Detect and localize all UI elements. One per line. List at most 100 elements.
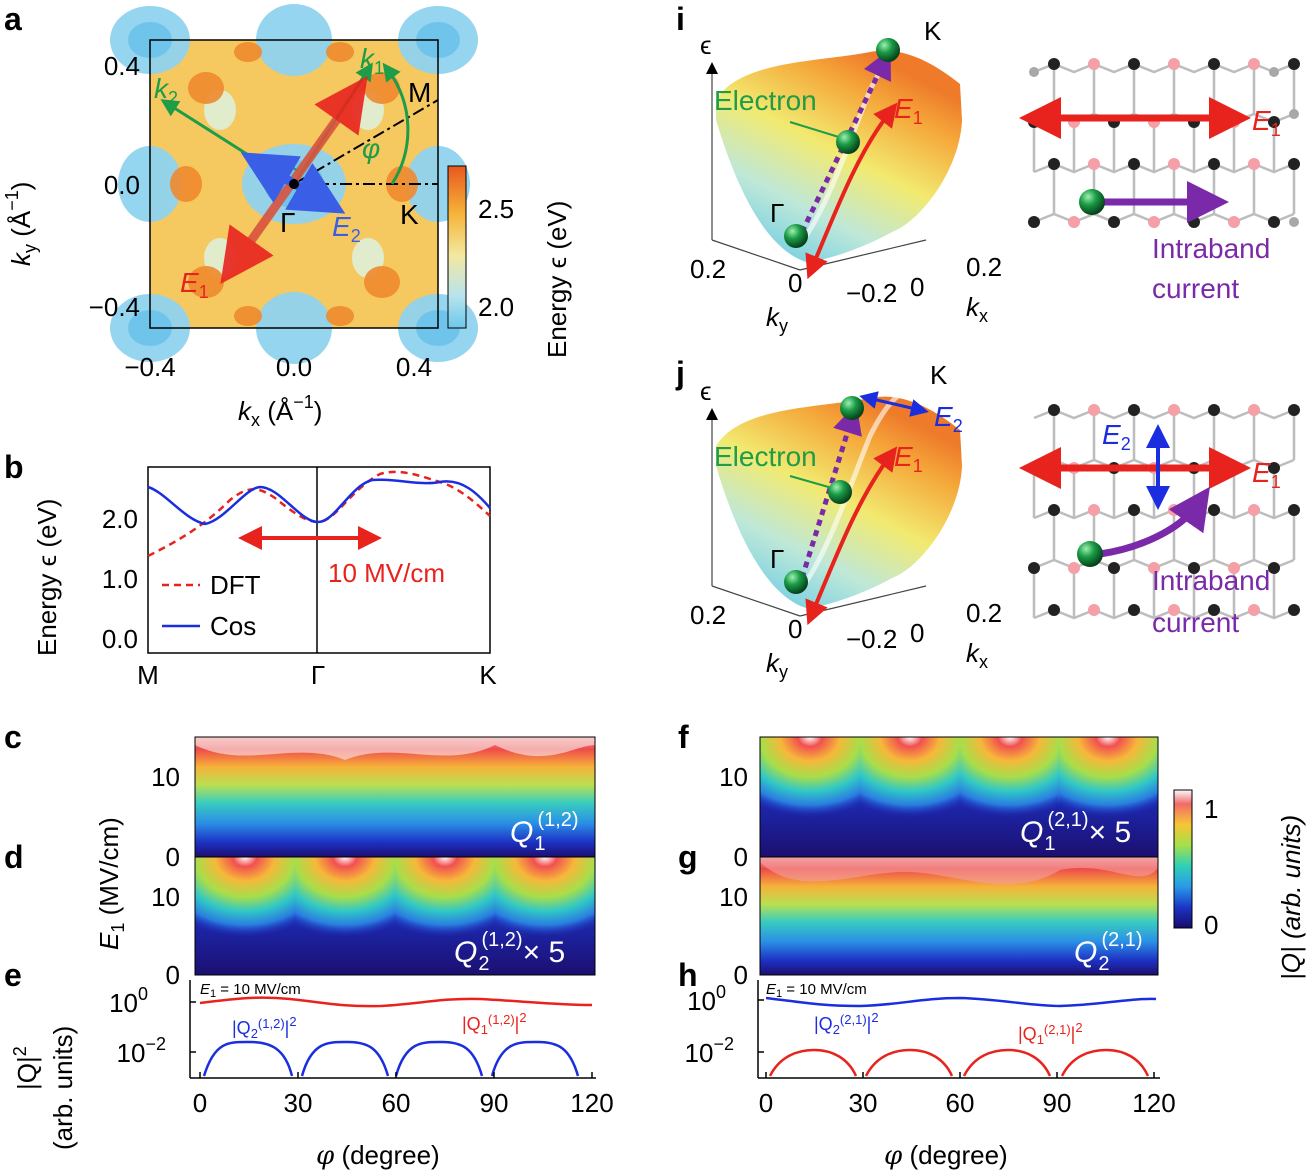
j-kx-tick-1: 0 [910, 618, 924, 648]
j-electron-bottom [784, 570, 808, 594]
i-eps-label: ϵ [700, 30, 712, 60]
e-xtick-1: 30 [284, 1088, 313, 1118]
a-xtick-0: −0.4 [124, 352, 175, 382]
panel-e-chart [189, 980, 596, 1079]
h-q1-label: |Q1(2,1)|2 [1018, 1020, 1083, 1047]
d-ytick-1: 0 [166, 960, 180, 990]
panel-i-lattice-labels: E1 Intraband current [1152, 105, 1281, 304]
i-intraband-label: Intraband [1152, 233, 1270, 264]
fgh-cbar-label: |Q| (arb. units) [1276, 815, 1306, 980]
panel-letter-e: e [4, 957, 22, 993]
panel-c-map [194, 736, 596, 858]
a-phi-label: φ [362, 133, 380, 164]
panel-j-surface [706, 391, 962, 626]
cd-ylabel: E1 (MV/cm) [94, 817, 128, 950]
f-ytick-1: 0 [734, 842, 748, 872]
fgh-cbar-tick-1: 0 [1204, 910, 1218, 940]
h-ytick-1: 10−2 [685, 1034, 734, 1068]
panel-j-labels: ϵ K Electron Γ E1 E2 0.2 0 −0.2 0 0.2 ky… [690, 360, 1002, 682]
h-xtick-0: 0 [759, 1088, 773, 1118]
b-ytick-1: 1.0 [102, 564, 138, 594]
b-legend-dft: DFT [210, 570, 261, 600]
j-ky-label: ky [766, 648, 788, 682]
a-m-label: M [408, 77, 431, 108]
b-dft-curve [147, 470, 491, 558]
f-ytick-0: 10 [719, 762, 748, 792]
i-ky-tick-1: 0 [788, 268, 802, 298]
a-ylabel: ky (Å−1) [2, 182, 40, 266]
a-k2-label: k2 [154, 73, 178, 108]
panel-fgh-colorbar: 1 0 |Q| (arb. units) [1173, 789, 1306, 980]
j-eps-label: ϵ [700, 376, 712, 406]
panel-a-colorbar: 2.5 2.0 Energy ϵ (eV) [447, 165, 572, 358]
i-kx-tick-1: 0 [910, 272, 924, 302]
h-xtick-2: 60 [946, 1088, 975, 1118]
panel-j-lattice [1019, 404, 1300, 620]
panel-a-axes: −0.4 0.0 0.4 0.4 0.0 −0.4 kx (Å−1) ky (Å… [2, 51, 432, 430]
panel-i-lattice [1019, 58, 1300, 228]
b-ytick-0: 2.0 [102, 504, 138, 534]
g-q-label: Q2(2,1) [1074, 929, 1143, 975]
i-gamma-label: Γ [770, 198, 784, 228]
f-q-label: Q1(2,1)× 5 [1020, 809, 1131, 855]
h-q2-label: |Q2(2,1)|2 [814, 1010, 879, 1037]
j-lat-e1-label: E1 [1252, 457, 1281, 492]
g-ytick-0: 10 [719, 882, 748, 912]
panel-g-map [759, 856, 1159, 976]
e-ytick-1: 10−2 [117, 1034, 166, 1068]
e-ylabel-1: |Q|2 [10, 1046, 42, 1090]
panel-fg-axes: 10 0 10 0 Q1(2,1)× 5 Q2(2,1) [719, 762, 1143, 990]
b-ytick-2: 0.0 [102, 624, 138, 654]
panel-a-annotations: k1 k2 M K Γ φ E1 E2 [154, 43, 431, 302]
b-xtick-1: Γ [311, 660, 325, 690]
i-e1-label: E1 [894, 93, 923, 128]
e-q2-label: |Q2(1,2)|2 [232, 1014, 297, 1041]
j-k-label: K [930, 360, 948, 390]
c-q-label: Q1(1,2) [510, 809, 579, 855]
h-field-label: E1 = 10 MV/cm [766, 981, 867, 1000]
j-gamma-label: Γ [770, 544, 784, 574]
d-ytick-0: 10 [151, 882, 180, 912]
i-kx-label: kx [966, 292, 988, 326]
i-kx-tick-2: 0.2 [966, 252, 1002, 282]
j-current-label: current [1152, 607, 1239, 638]
c-ytick-1: 0 [166, 842, 180, 872]
j-electron-top [840, 396, 864, 420]
a-ytick-2: −0.4 [89, 292, 140, 322]
panel-letter-g: g [678, 839, 698, 875]
e-xlabel: φ (degree) [316, 1140, 440, 1171]
i-electron-mid [836, 130, 860, 154]
i-lattice-electron [1079, 189, 1105, 215]
i-ky-tick-0: 0.2 [690, 254, 726, 284]
j-e1-label: E1 [894, 441, 923, 476]
panel-j-lattice-labels: E1 E2 Intraband current [1102, 419, 1281, 638]
b-field-label: 10 MV/cm [328, 558, 445, 588]
j-lattice-electron [1077, 541, 1103, 567]
a-cbar-label: Energy ϵ (eV) [542, 201, 572, 358]
e-q2-curve [202, 1040, 580, 1077]
b-xtick-0: M [137, 660, 159, 690]
d-q-label: Q2(1,2)× 5 [454, 929, 565, 975]
i-current-label: current [1152, 273, 1239, 304]
a-xtick-2: 0.4 [396, 352, 432, 382]
panel-letter-f: f [678, 719, 689, 755]
a-k-label: K [400, 199, 419, 230]
h-q2-curve [765, 996, 1157, 1008]
e-ytick-0: 100 [109, 984, 148, 1018]
h-xtick-3: 90 [1043, 1088, 1072, 1118]
h-ytick-0: 100 [687, 982, 726, 1016]
panel-h-chart [757, 980, 1160, 1079]
e-q1-label: |Q1(1,2)|2 [462, 1010, 527, 1037]
panel-letter-b: b [4, 449, 24, 485]
a-xtick-1: 0.0 [276, 352, 312, 382]
panel-b-axes: 2.0 1.0 0.0 M Γ K Energy ϵ (eV) DFT Cos … [32, 499, 497, 690]
a-ytick-1: 0.0 [104, 170, 140, 200]
panel-b-chart [147, 466, 491, 654]
panel-cd-axes: 10 0 10 0 E1 (MV/cm) Q1(1,2) Q2(1,2)× 5 [94, 762, 579, 990]
h-q1-curve [768, 1048, 1150, 1077]
h-xlabel: φ (degree) [884, 1140, 1008, 1171]
j-kx-label: kx [966, 638, 988, 672]
b-xtick-2: K [479, 660, 497, 690]
e-xtick-0: 0 [193, 1088, 207, 1118]
g-ytick-1: 0 [734, 960, 748, 990]
